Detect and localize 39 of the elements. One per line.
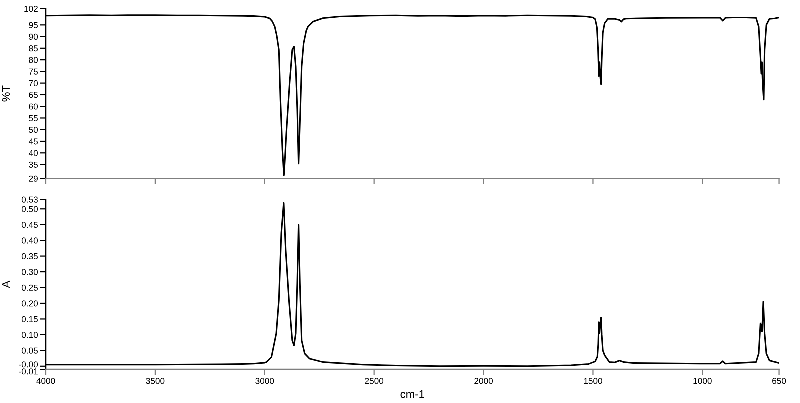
y-tick-label: 95 [29, 22, 38, 28]
y-tick-label: 60 [29, 104, 38, 110]
y-tick-label: 0.53 [22, 196, 38, 203]
y-tick-label: 29 [29, 176, 38, 182]
y-tick-label: 45 [28, 138, 38, 145]
y-tick-label: 0.25 [22, 284, 38, 291]
x-tick-label: 1000 [694, 378, 712, 384]
y-tick-label: 90 [29, 34, 38, 40]
y-tick-label: 102 [24, 6, 38, 12]
y-tick-label: 0.05 [22, 348, 38, 354]
y-tick-label: 0.15 [22, 316, 38, 322]
x-tick-label: 650 [772, 378, 786, 384]
y-tick-label: 55 [29, 115, 38, 122]
y-tick-label: 85 [29, 46, 38, 52]
y-tick-label: 0.20 [22, 300, 38, 307]
y-tick-label: 35 [29, 162, 38, 168]
y-tick-label: 0.40 [22, 238, 38, 244]
y-tick-label: -0.01 [19, 368, 38, 375]
y-tick-label: -0.00 [19, 362, 38, 368]
y-tick-label: 0.50 [22, 206, 38, 212]
y-tick-label: 0.10 [22, 332, 38, 338]
x-tick-label: 1500 [584, 378, 602, 384]
x-tick-label: 4000 [36, 378, 56, 384]
y-tick-label: 0.35 [22, 253, 38, 260]
x-tick-label: 3500 [146, 378, 165, 384]
x-tick-label: 3000 [256, 378, 274, 384]
y-tick-label: 70 [29, 80, 38, 87]
y-tick-label: 0.30 [22, 269, 38, 276]
y-tick-label: 50 [29, 126, 38, 134]
y-tick-label: 65 [29, 92, 38, 98]
y-axis-title: A [2, 280, 10, 288]
y-tick-label: 0.45 [22, 222, 38, 228]
x-tick-label: 2000 [474, 378, 494, 384]
y-axis-title: %T [2, 86, 10, 102]
y-tick-label: 80 [29, 57, 38, 64]
y-tick-label: 40 [28, 150, 38, 156]
x-axis-title: cm-1 [400, 390, 424, 398]
x-tick-label: 2500 [365, 378, 384, 384]
y-tick-label: 75 [29, 68, 38, 75]
